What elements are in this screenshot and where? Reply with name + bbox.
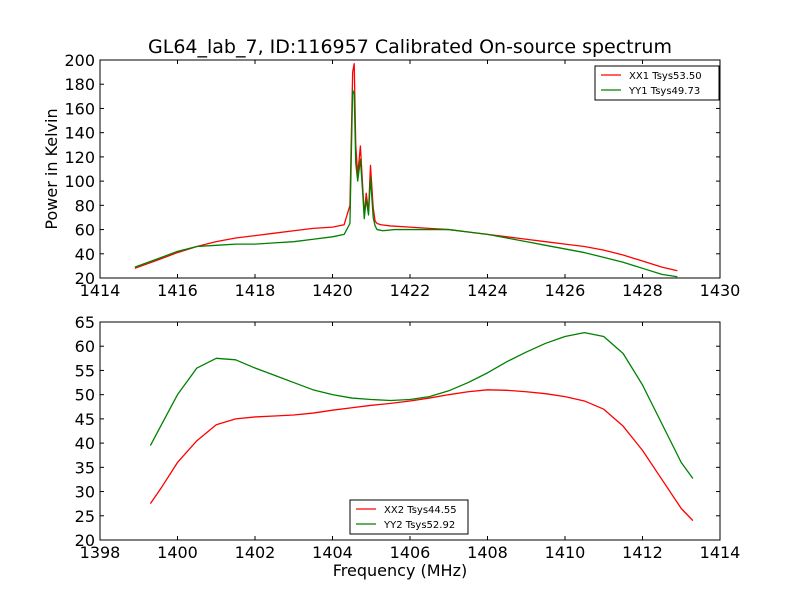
series-line-xx2	[149, 389, 694, 522]
legend-box	[349, 499, 469, 535]
x-tick-label: 1418	[235, 281, 276, 300]
y-tick-label: 40	[75, 434, 95, 453]
x-tick-label: 1422	[390, 281, 431, 300]
x-tick-label: 1416	[157, 281, 198, 300]
y-tick-label: 180	[64, 75, 95, 94]
x-tick-label: 1412	[622, 543, 663, 562]
y-axis-label: Power in Kelvin	[42, 108, 61, 229]
y-tick-label: 40	[75, 245, 95, 264]
y-tick-label: 55	[75, 361, 95, 380]
chart-title: GL64_lab_7, ID:116957 Calibrated On-sour…	[148, 36, 672, 58]
legend: XX2 Tsys44.55 YY2 Tsys52.92	[349, 499, 469, 535]
y-tick-label: 20	[75, 269, 95, 288]
y-tick-label: 80	[75, 196, 95, 215]
y-tick-label: 25	[75, 507, 95, 526]
legend-entry: XX1 Tsys53.50	[629, 71, 702, 82]
legend-box	[594, 65, 720, 101]
y-tick-label: 45	[75, 410, 95, 429]
y-tick-label: 120	[64, 148, 95, 167]
x-tick-label: 1404	[312, 543, 353, 562]
top-panel: 1414 1416 1418 1420 1422 1424 1426 1428 1430 20 40…	[42, 51, 740, 300]
bottom-panel: 1398 1400 1402 1404 1406 1408 1410 1412 1414 20 25…	[75, 313, 741, 580]
y-tick-label: 160	[64, 99, 95, 118]
legend: XX1 Tsys53.50 YY1 Tsys49.73	[594, 65, 720, 101]
x-tick-label: 1408	[467, 543, 508, 562]
x-tick-label: 1410	[545, 543, 586, 562]
x-tick-label: 1402	[235, 543, 276, 562]
series-line-yy2	[149, 332, 694, 479]
y-tick-label: 30	[75, 483, 95, 502]
legend-entry: YY1 Tsys49.73	[628, 86, 700, 97]
x-tick-label: 1414	[700, 543, 741, 562]
y-tick-label: 65	[75, 313, 95, 332]
x-tick-label: 1420	[312, 281, 353, 300]
y-tick-label: 20	[75, 531, 95, 550]
x-tick-label: 1414	[80, 281, 121, 300]
y-tick-label: 100	[64, 172, 95, 191]
y-tick-label: 200	[64, 51, 95, 70]
series-line-yy1	[134, 89, 678, 278]
y-tick-label: 60	[75, 221, 95, 240]
x-tick-label: 1400	[157, 543, 198, 562]
x-tick-label: 1430	[700, 281, 741, 300]
y-tick-label: 50	[75, 386, 95, 405]
y-tick-label: 140	[64, 124, 95, 143]
x-tick-label: 1428	[622, 281, 663, 300]
x-tick-label: 1426	[545, 281, 586, 300]
x-tick-label: 1398	[80, 543, 121, 562]
legend-entry: YY2 Tsys52.92	[383, 520, 455, 531]
y-tick-label: 60	[75, 337, 95, 356]
x-axis-label: Frequency (MHz)	[333, 561, 467, 580]
x-tick-label: 1424	[467, 281, 508, 300]
x-tick-label: 1406	[390, 543, 431, 562]
legend-entry: XX2 Tsys44.55	[384, 505, 457, 516]
y-tick-label: 35	[75, 458, 95, 477]
